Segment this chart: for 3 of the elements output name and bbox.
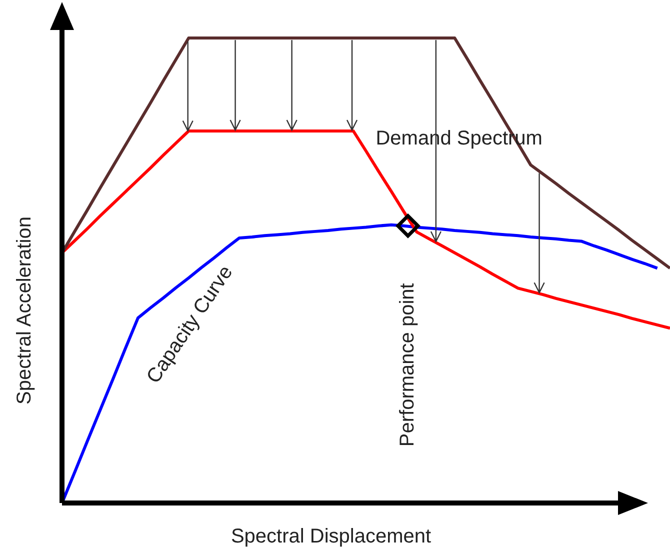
x-axis-title: Spectral Displacement bbox=[230, 526, 432, 548]
annotation: Performance point bbox=[396, 282, 418, 447]
y-axis-title: Spectral Acceleration bbox=[14, 216, 36, 404]
